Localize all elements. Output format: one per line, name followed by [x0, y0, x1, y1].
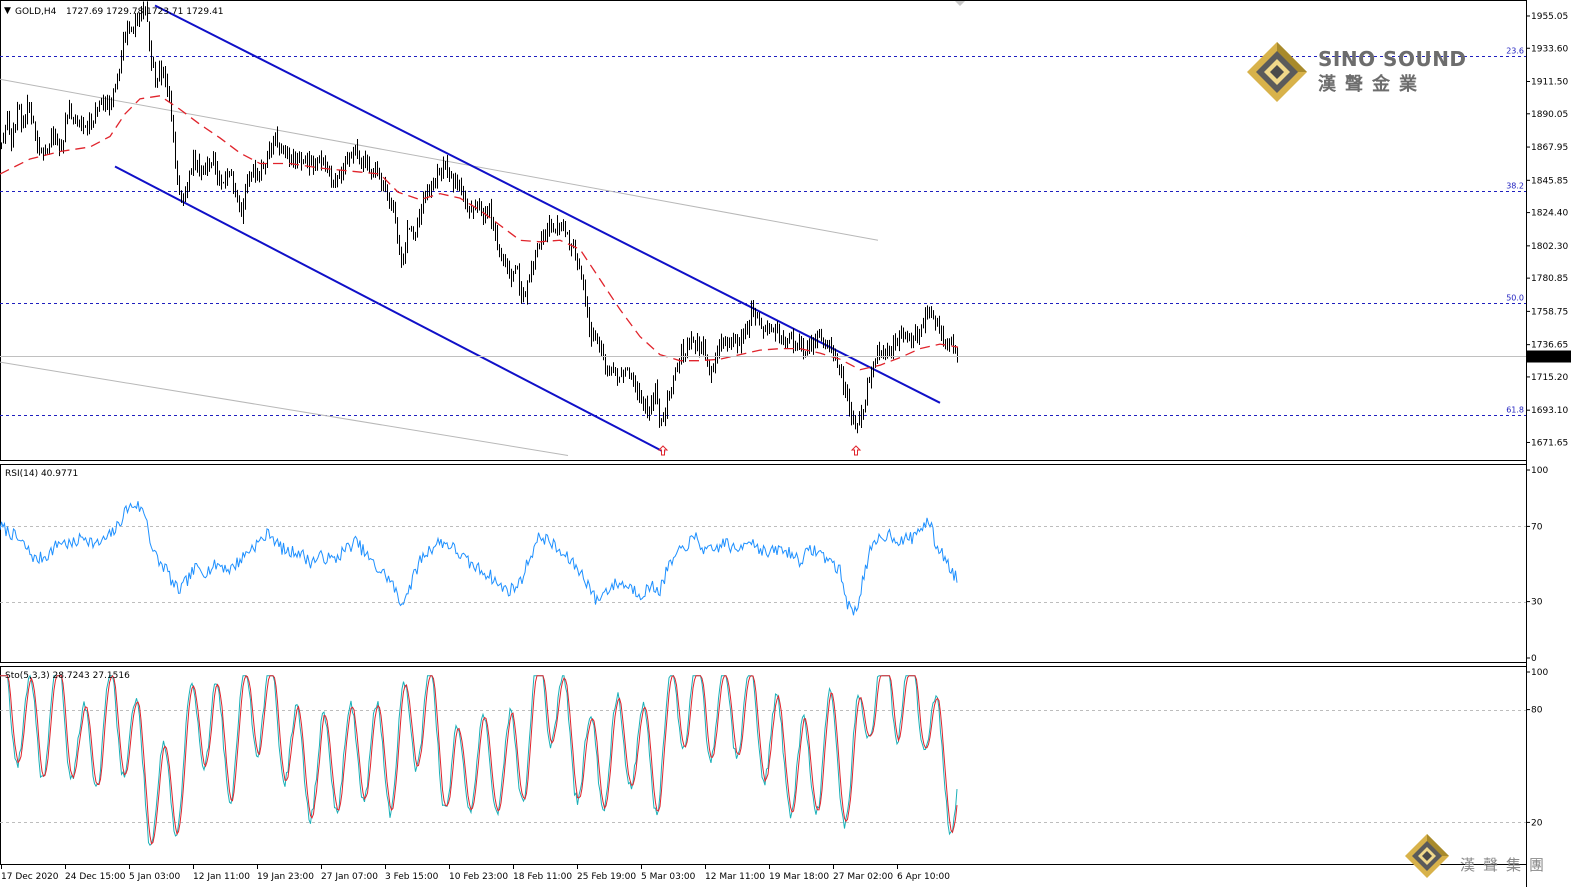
rsi-axis: 100 70 30 0 — [1526, 466, 1548, 664]
time-tick-label: 17 Dec 2020 — [1, 872, 59, 882]
time-tick-label: 19 Jan 23:00 — [257, 872, 314, 882]
sto-title: Sto(5,3,3) 28.7243 27.1516 — [5, 671, 130, 681]
brand-chinese: 漢聲金業 — [1318, 73, 1426, 95]
gray-trendline — [0, 78, 879, 241]
sto-signal-line — [0, 674, 958, 845]
rsi-series — [0, 501, 1526, 616]
time-tick-label: 25 Feb 19:00 — [577, 872, 636, 882]
rsi-pane-frame — [0, 464, 1527, 663]
rsi-tick-label: 30 — [1531, 598, 1543, 608]
chart-menu-icon[interactable]: ▼ — [4, 6, 11, 16]
brand-logo: SINO SOUND 漢聲金業 — [1247, 42, 1467, 102]
price-tick-label: 1867.95 — [1531, 143, 1568, 153]
rsi-tick-label: 70 — [1531, 522, 1543, 532]
price-tick-label: 1933.60 — [1531, 44, 1568, 54]
scroll-marker-icon[interactable] — [955, 1, 965, 6]
up-arrow-icon — [850, 445, 862, 456]
trend-lines — [0, 4, 941, 456]
sto-pane-frame — [0, 666, 1527, 865]
moving-average-line — [0, 95, 959, 371]
time-tick-label: 18 Feb 11:00 — [513, 872, 572, 882]
sto-tick-label: 100 — [1531, 668, 1548, 678]
rsi-tick-label: 0 — [1531, 654, 1537, 664]
price-tick-label: 1802.30 — [1531, 242, 1568, 252]
time-tick-label: 27 Jan 07:00 — [321, 872, 378, 882]
time-tick-label: 10 Feb 23:00 — [449, 872, 508, 882]
price-tick-label: 1955.05 — [1531, 12, 1568, 22]
time-tick-label: 27 Mar 02:00 — [833, 872, 893, 882]
price-tick-label: 1824.40 — [1531, 209, 1568, 219]
diamond-logo-icon — [1247, 42, 1307, 102]
channel-lower-line[interactable] — [114, 165, 666, 454]
price-tick-label: 1715.20 — [1531, 373, 1568, 383]
current-price: 1729.41 — [0, 350, 1571, 363]
candlestick-series — [1, 1, 958, 434]
diamond-logo-icon — [1405, 834, 1449, 878]
moving-average-series — [0, 95, 959, 371]
ohlc-values: 1727.69 1729.78 1723.71 1729.41 — [66, 7, 223, 17]
price-tick-label: 1758.75 — [1531, 307, 1568, 317]
price-tick-label: 1736.65 — [1531, 341, 1568, 351]
time-tick-label: 12 Mar 11:00 — [705, 872, 765, 882]
price-tick-label: 1693.10 — [1531, 406, 1568, 416]
up-arrow-icon — [657, 445, 669, 456]
current-price-label: 1729.41 — [1530, 353, 1567, 363]
signal-arrows — [657, 445, 862, 456]
stochastic-series — [0, 674, 1526, 846]
time-tick-label: 5 Mar 03:00 — [641, 872, 696, 882]
current-price-tag — [1527, 350, 1571, 363]
sto-main-line — [0, 674, 958, 846]
price-tick-label: 1845.85 — [1531, 176, 1568, 186]
rsi-line — [0, 501, 958, 616]
price-tick-label: 1671.65 — [1531, 438, 1568, 448]
fib-level-label: 50.0 — [1506, 294, 1524, 303]
price-tick-label: 1890.05 — [1531, 110, 1568, 120]
fib-level-label: 61.8 — [1506, 406, 1524, 415]
time-tick-label: 5 Jan 03:00 — [129, 872, 181, 882]
fib-level-label: 38.2 — [1506, 182, 1524, 191]
price-axis: 1955.05 1933.60 1911.50 1890.05 1867.95 1845.… — [1526, 0, 1568, 887]
time-tick-label: 12 Jan 11:00 — [193, 872, 250, 882]
symbol-label: GOLD,H4 — [15, 7, 57, 17]
channel-upper-line[interactable] — [154, 4, 941, 404]
time-tick-label: 19 Mar 18:00 — [769, 872, 829, 882]
rsi-title: RSI(14) 40.9771 — [5, 469, 78, 479]
time-tick-label: 24 Dec 15:00 — [65, 872, 126, 882]
watermark-text: 漢聲集團 — [1460, 856, 1552, 874]
fibonacci-levels: 23.6 38.2 50.0 61.8 — [0, 47, 1526, 416]
price-tick-label: 1911.50 — [1531, 78, 1568, 88]
time-axis: 17 Dec 2020 24 Dec 15:00 5 Jan 03:00 12 Jan… — [1, 865, 950, 882]
gray-trendline — [0, 361, 569, 456]
brand-name: SINO SOUND — [1318, 47, 1467, 71]
sto-tick-label: 80 — [1531, 706, 1543, 716]
rsi-tick-label: 100 — [1531, 466, 1548, 476]
stochastic-axis: 100 80 20 — [1526, 668, 1548, 828]
sto-tick-label: 20 — [1531, 818, 1543, 828]
price-tick-label: 1780.85 — [1531, 274, 1568, 284]
time-tick-label: 3 Feb 15:00 — [385, 872, 439, 882]
fib-level-label: 23.6 — [1506, 47, 1524, 56]
watermark: 漢聲集團 — [1405, 834, 1552, 878]
time-tick-label: 6 Apr 10:00 — [897, 872, 950, 882]
